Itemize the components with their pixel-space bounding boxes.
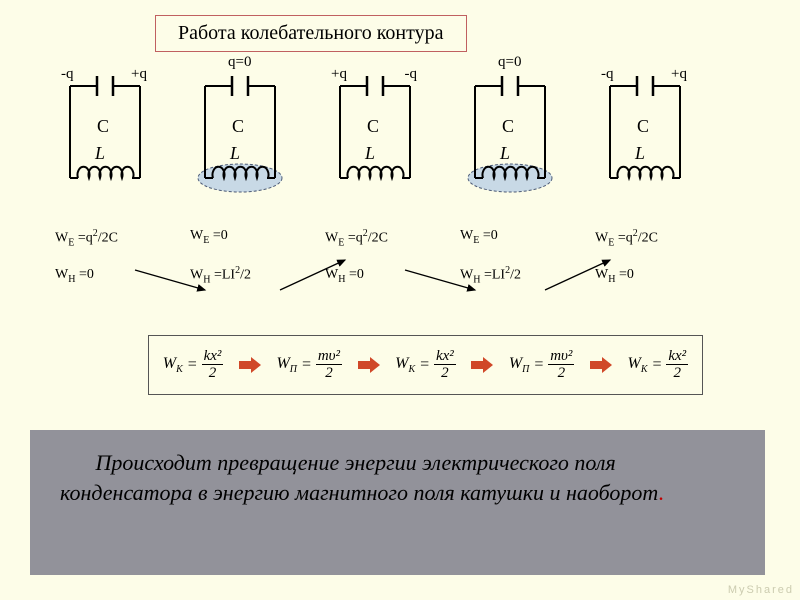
chain-arrow-icon [358, 358, 380, 372]
capacitor-label: C [637, 116, 649, 137]
lc-circuit-4: q=0CL [460, 68, 560, 198]
inductor-label: L [95, 143, 105, 164]
chain-arrow-icon [471, 358, 493, 372]
lc-circuit-1: -q +q CL [55, 68, 155, 198]
charge-right-label: +q [671, 66, 687, 83]
capacitor-label: C [97, 116, 109, 137]
watermark: MyShared [728, 584, 794, 596]
inductor-label: L [500, 143, 510, 164]
charge-left-label: -q [61, 66, 74, 83]
capacitor-label: C [502, 116, 514, 137]
charge-right-label: -q [405, 66, 418, 83]
title-box: Работа колебательного контура [155, 15, 467, 52]
chain-term-2: WП=mυ²2 [276, 349, 342, 381]
energy-chain-box: WK=kx²2 WП=mυ²2 WK=kx²2 WП=mυ²2 WK=kx²2 [148, 335, 703, 395]
chain-arrow-icon [590, 358, 612, 372]
chain-term-1: WK=kx²2 [163, 349, 224, 381]
capacitor-label: C [367, 116, 379, 137]
arrows-diagram [55, 230, 755, 310]
lc-circuit-5: -q +q CL [595, 68, 695, 198]
lc-circuit-3: +q -q CL [325, 68, 425, 198]
charge-right-label: +q [131, 66, 147, 83]
inductor-label: L [635, 143, 645, 164]
explanation-dot: . [658, 480, 664, 505]
capacitor-label: C [232, 116, 244, 137]
chain-term-4: WП=mυ²2 [509, 349, 575, 381]
chain-arrow-icon [239, 358, 261, 372]
charge-center-label: q=0 [228, 54, 251, 71]
explanation-panel: Происходит превращение энергии электриче… [30, 430, 765, 575]
inductor-label: L [230, 143, 240, 164]
inductor-label: L [365, 143, 375, 164]
lc-circuit-2: q=0CL [190, 68, 290, 198]
chain-term-5: WK=kx²2 [628, 349, 689, 381]
circuits-row: -q+qCL q=0CL +q-qCL q=0CL -q+qCL [55, 68, 695, 198]
title-text: Работа колебательного контура [178, 22, 444, 44]
chain-term-3: WK=kx²2 [395, 349, 456, 381]
charge-center-label: q=0 [498, 54, 521, 71]
explanation-text: Происходит превращение энергии электриче… [60, 450, 658, 505]
charge-left-label: -q [601, 66, 614, 83]
charge-left-label: +q [331, 66, 347, 83]
